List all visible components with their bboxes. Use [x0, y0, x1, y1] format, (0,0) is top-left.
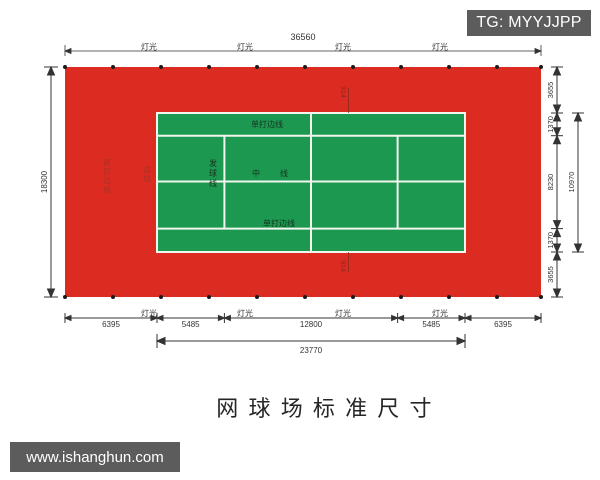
- svg-text:1370: 1370: [546, 116, 555, 133]
- svg-text:边: 边: [103, 176, 111, 185]
- svg-text:双: 双: [103, 158, 111, 167]
- svg-text:1370: 1370: [546, 232, 555, 249]
- svg-text:线: 线: [280, 168, 288, 178]
- svg-text:灯光: 灯光: [141, 308, 157, 318]
- svg-text:6395: 6395: [494, 320, 512, 329]
- svg-text:10970: 10970: [567, 172, 576, 193]
- svg-text:单打边线: 单打边线: [251, 119, 283, 129]
- svg-text:914: 914: [339, 86, 346, 98]
- svg-text:单打边线: 单打边线: [263, 218, 295, 228]
- svg-text:灯光: 灯光: [237, 42, 253, 52]
- svg-text:36560: 36560: [290, 32, 315, 42]
- svg-text:12800: 12800: [300, 320, 323, 329]
- svg-text:打: 打: [103, 166, 111, 176]
- svg-text:5485: 5485: [422, 320, 440, 329]
- svg-text:线: 线: [209, 178, 217, 188]
- svg-text:8230: 8230: [546, 174, 555, 191]
- svg-text:23770: 23770: [300, 346, 323, 355]
- svg-text:灯光: 灯光: [432, 308, 448, 318]
- svg-text:灯光: 灯光: [432, 42, 448, 52]
- svg-text:发: 发: [209, 158, 217, 168]
- svg-text:灯光: 灯光: [141, 42, 157, 52]
- svg-text:边: 边: [143, 165, 151, 174]
- svg-text:灯光: 灯光: [335, 308, 351, 318]
- svg-text:5485: 5485: [182, 320, 200, 329]
- svg-text:18300: 18300: [40, 170, 49, 193]
- svg-text:914: 914: [339, 260, 346, 272]
- svg-text:线: 线: [143, 173, 151, 183]
- svg-text:球: 球: [209, 168, 217, 178]
- svg-text:灯光: 灯光: [237, 308, 253, 318]
- svg-text:灯光: 灯光: [335, 42, 351, 52]
- svg-text:6395: 6395: [102, 320, 120, 329]
- svg-text:3655: 3655: [546, 266, 555, 283]
- svg-text:3655: 3655: [546, 82, 555, 99]
- svg-text:线: 线: [103, 184, 111, 194]
- svg-text:中: 中: [252, 168, 260, 178]
